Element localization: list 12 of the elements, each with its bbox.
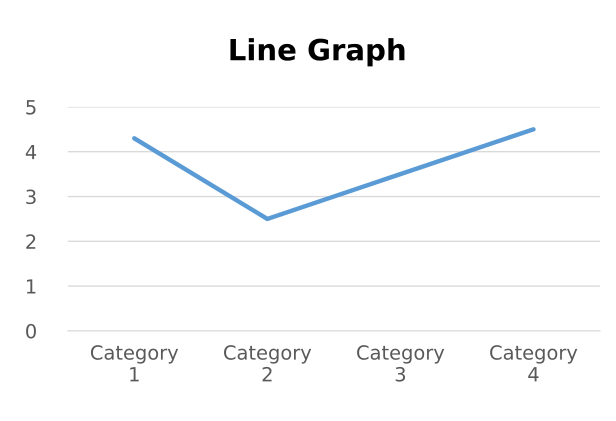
y-tick-label: 1 [26, 279, 36, 294]
y-tick-label: 2 [26, 234, 36, 249]
line-series [132, 127, 536, 222]
chart-title: Line Graph [230, 38, 404, 66]
x-tick-label: Category 4 [490, 345, 578, 382]
y-tick-label: 3 [26, 189, 36, 204]
x-tick-label: Category 3 [357, 345, 444, 382]
y-tick-label: 0 [26, 324, 36, 339]
x-tick-label: Category 2 [224, 345, 312, 382]
x-tick-label: Category 1 [90, 345, 178, 382]
y-tick-label: 5 [26, 100, 36, 115]
y-tick-label: 4 [26, 144, 36, 160]
